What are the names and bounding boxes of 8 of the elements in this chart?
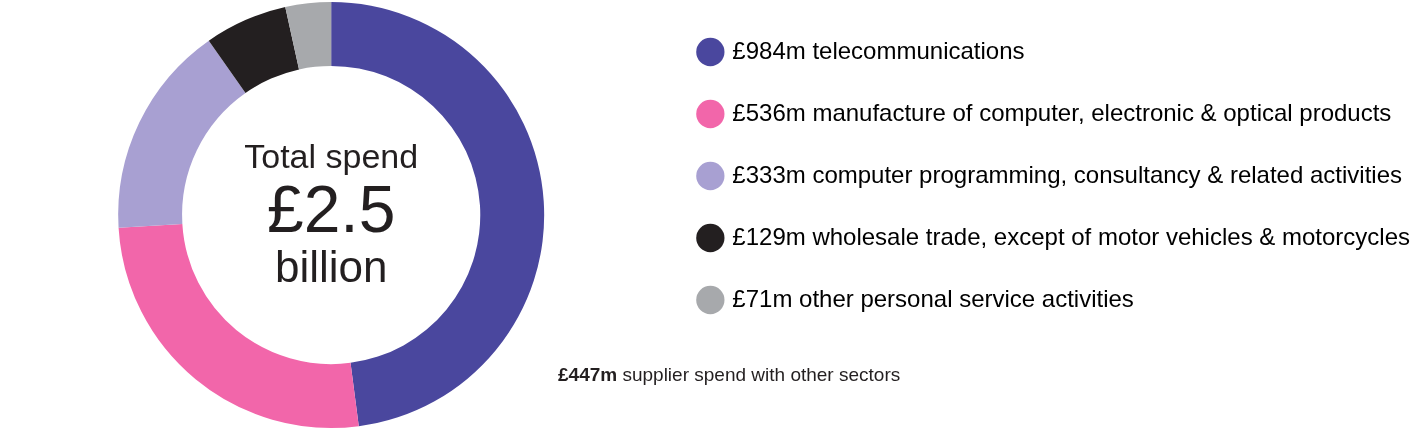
legend-label: £71m other personal service activities [732, 284, 1134, 312]
legend-label: £129m wholesale trade, except of motor vehicles & motorcycles [732, 222, 1411, 250]
text: £447m supplier spend with other sectors [558, 364, 901, 386]
legend-label: £984m telecommunications [732, 36, 1025, 64]
legend-label: £536m manufacture of computer, electronic & optical products [732, 98, 1392, 126]
legend-label: £333m computer programming, consultancy & related activities [732, 160, 1403, 188]
text: Total spend [244, 137, 419, 176]
text: billion [274, 242, 388, 292]
